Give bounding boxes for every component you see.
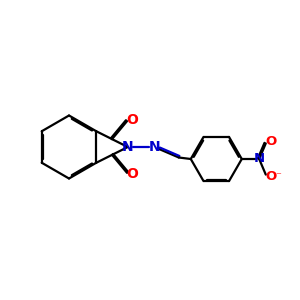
Text: O: O bbox=[126, 167, 138, 181]
Text: ⁻: ⁻ bbox=[275, 171, 281, 181]
Text: N: N bbox=[122, 140, 134, 154]
Text: O: O bbox=[265, 135, 277, 148]
Text: O: O bbox=[265, 169, 277, 183]
Text: N: N bbox=[148, 140, 160, 154]
Text: N: N bbox=[254, 152, 265, 166]
Text: O: O bbox=[126, 113, 138, 127]
